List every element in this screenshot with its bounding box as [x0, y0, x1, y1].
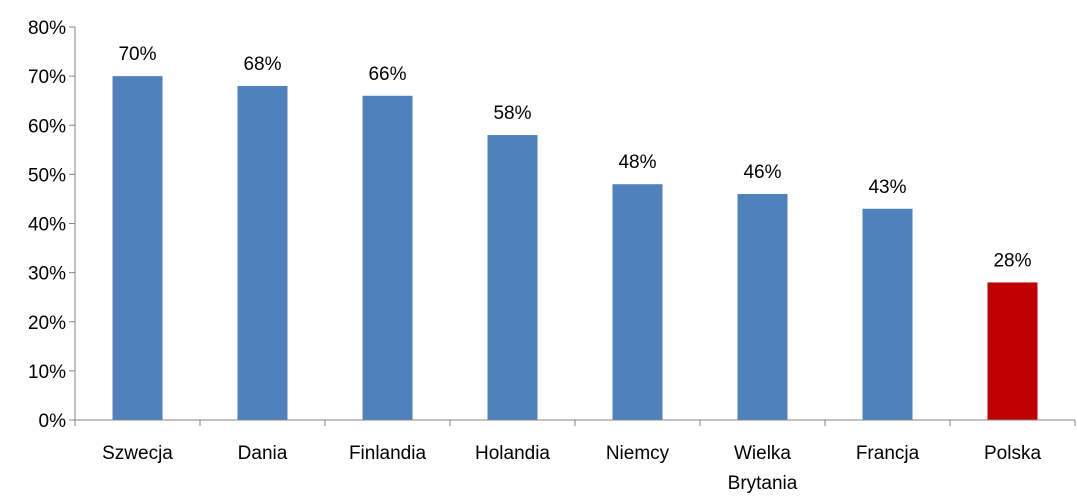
bar [987, 282, 1038, 420]
y-tick-label: 60% [28, 116, 66, 137]
data-label: 43% [868, 177, 906, 198]
bar [237, 85, 288, 420]
y-axis-ticks: 0% 10% 20% 30% 40% 50% 60% 70% 80% [28, 18, 75, 432]
data-label: 70% [118, 44, 156, 65]
bar [737, 194, 788, 420]
x-tick-label: Finlandia [349, 443, 427, 464]
data-label: 58% [493, 103, 531, 124]
x-tick-label: Polska [984, 443, 1041, 464]
bar [862, 208, 913, 420]
data-label: 46% [743, 162, 781, 183]
bar [487, 135, 538, 420]
y-tick-label: 80% [28, 18, 66, 39]
data-labels: 70% 68% 66% 58% 48% 46% 43% 28% [118, 44, 1031, 271]
bars [112, 76, 1038, 421]
y-tick-label: 40% [28, 215, 66, 236]
x-tick-label: Dania [238, 443, 288, 464]
data-label: 68% [243, 54, 281, 75]
x-tick-label: Holandia [475, 443, 550, 464]
x-tick-label: Wielka Brytania [728, 443, 798, 494]
bar [362, 95, 413, 421]
y-tick-label: 10% [28, 362, 66, 383]
x-tick-label: Szwecja [102, 443, 173, 464]
y-tick-label: 0% [39, 411, 67, 432]
y-tick-label: 30% [28, 264, 66, 285]
y-tick-label: 50% [28, 165, 66, 186]
y-tick-label: 70% [28, 67, 66, 88]
y-tick-label: 20% [28, 313, 66, 334]
bar [612, 184, 663, 420]
x-tick-label: Niemcy [606, 443, 670, 464]
x-axis-ticks: Szwecja Dania Finlandia Holandia Niemcy Wielk… [74, 420, 1076, 494]
x-tick-label: Francja [856, 443, 920, 464]
data-label: 48% [618, 152, 656, 173]
data-label: 28% [993, 250, 1031, 271]
data-label: 66% [368, 64, 406, 85]
bar [112, 76, 163, 420]
